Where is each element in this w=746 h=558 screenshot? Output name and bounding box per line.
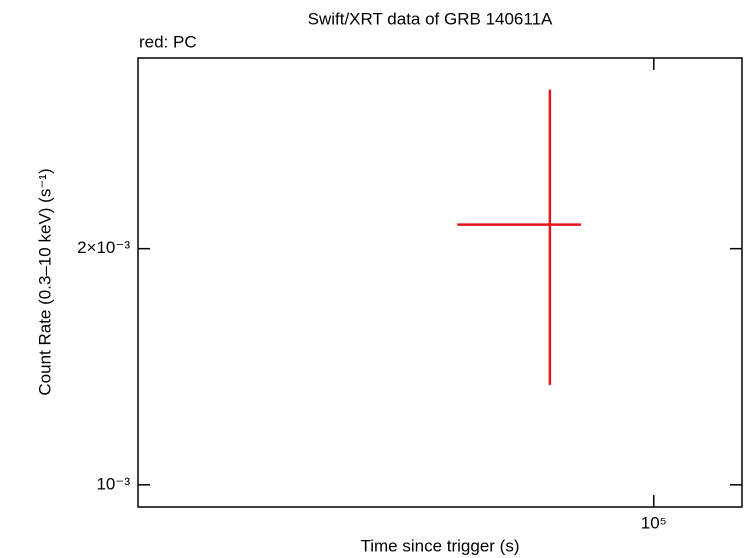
x-axis-label: Time since trigger (s) [360, 536, 519, 555]
y-tick-label: 10⁻³ [96, 474, 130, 493]
subtitle: red: PC [139, 32, 197, 51]
x-tick-label: 10⁵ [641, 513, 667, 532]
plot-frame [137, 57, 743, 508]
chart-title: Swift/XRT data of GRB 140611A [308, 9, 553, 28]
y-axis-label: Count Rate (0.3–10 keV) (s⁻¹) [35, 168, 54, 395]
y-tick-label: 2×10⁻³ [77, 238, 130, 257]
